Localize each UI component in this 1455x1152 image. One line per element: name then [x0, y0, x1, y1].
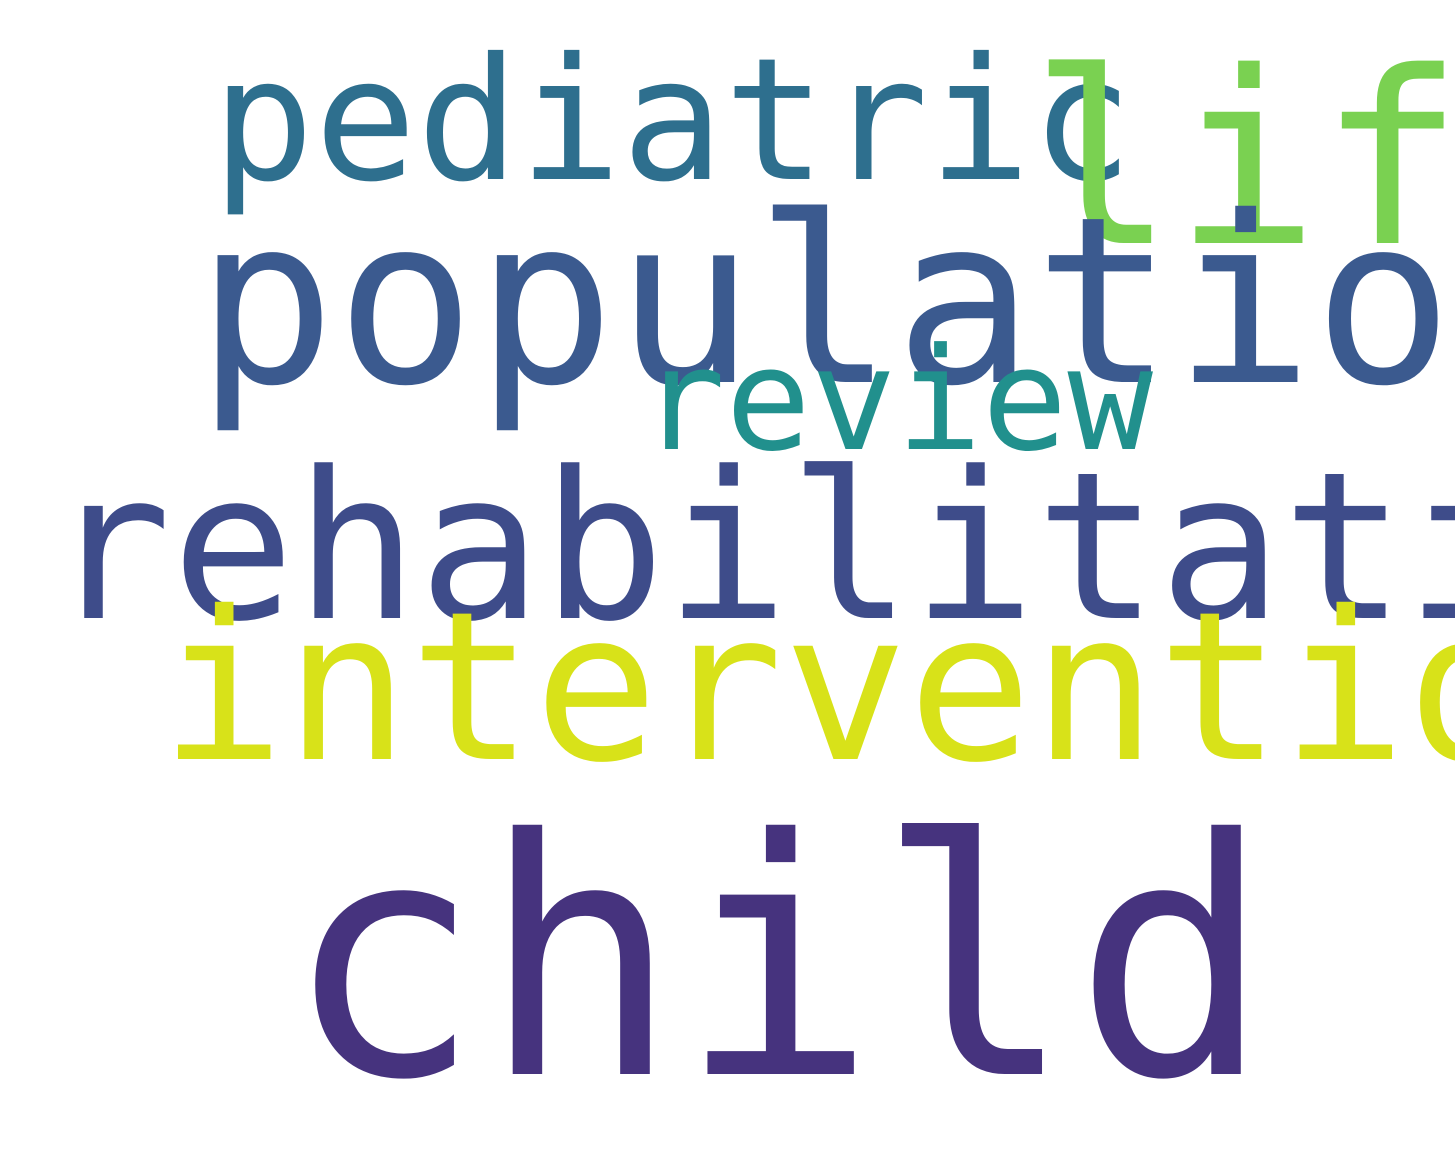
word-life: life [1030, 20, 1455, 300]
word-pediatric: pediatric [212, 22, 1134, 220]
word-child: child [284, 771, 1272, 1152]
word-cloud: pediatric life population review rehabil… [48, 20, 1455, 1126]
word-intervention: intervention [160, 567, 1455, 808]
word-population: population [196, 167, 1455, 437]
word-rehabilitation: rehabilitation [48, 429, 1455, 667]
word-review: review [640, 318, 1153, 483]
